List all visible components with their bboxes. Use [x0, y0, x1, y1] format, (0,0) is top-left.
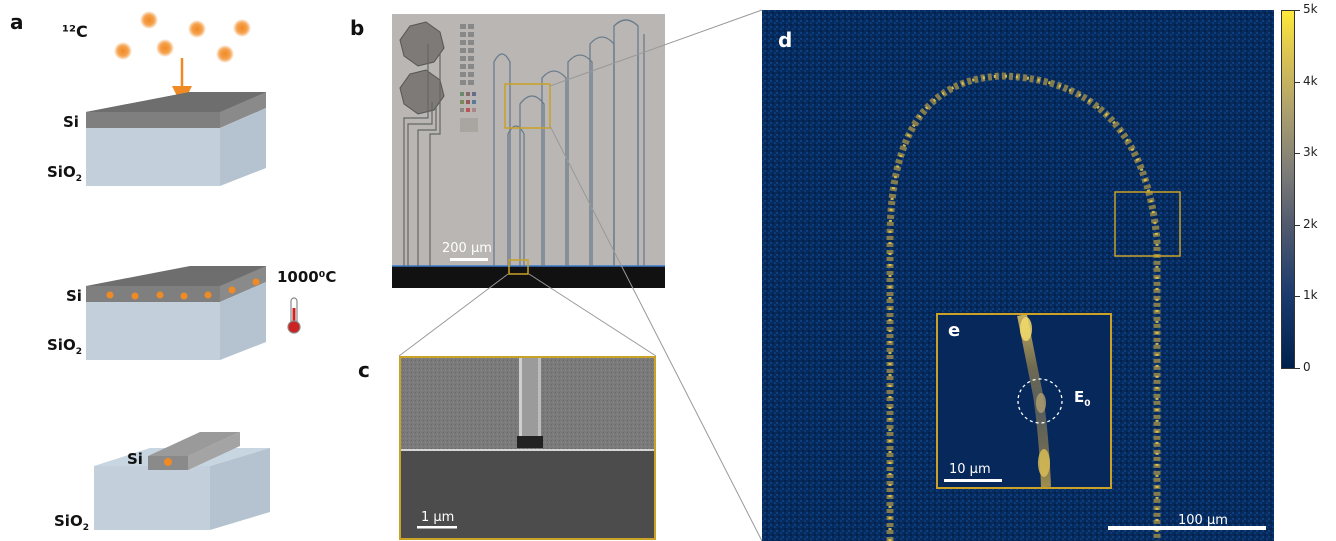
edge-highlight-box [508, 259, 529, 275]
ion-dot [233, 19, 251, 37]
colorbar-tick-label: 0 [1303, 360, 1311, 374]
sem-scale-label: 1 μm [421, 510, 455, 525]
panel-a-label: a [10, 10, 24, 34]
wafer-block-2 [86, 266, 266, 360]
implanted-ion [156, 291, 164, 299]
waveguide-highlight-box [504, 83, 551, 129]
anneal-temperature: 1000⁰C [277, 268, 337, 286]
emitter-label: E0 [1074, 388, 1091, 409]
ion-dot [140, 11, 158, 29]
panel-c-label: c [358, 358, 370, 382]
panel-b-label: b [350, 16, 365, 40]
map-scale-label: 100 μm [1178, 513, 1228, 528]
colorbar-tick [1295, 153, 1300, 155]
panel-e-label: e [948, 320, 961, 341]
colorbar-tick [1295, 10, 1300, 11]
colorbar-tick [1295, 296, 1300, 298]
pl-inset [936, 313, 1112, 489]
colorbar-tick-label: 3k [1303, 145, 1318, 160]
micrograph-scale-label: 200 μm [442, 241, 492, 256]
sio2-label-1: SiO2 [47, 163, 82, 184]
si-label-3: Si [127, 450, 143, 468]
panel-d-label: d [778, 28, 793, 52]
implanted-ion [204, 291, 212, 299]
implanted-ion [106, 291, 114, 299]
implanted-ion [252, 278, 260, 286]
sio2-label-3: SiO2 [54, 512, 89, 533]
implanted-ion [180, 292, 188, 300]
waveguide-block-3 [94, 432, 270, 530]
emitter-circle [1017, 378, 1063, 424]
inset-scale-label: 10 μm [949, 462, 991, 477]
sem-waveguide-graphic [401, 358, 654, 538]
ion-beam-graphic [114, 11, 251, 106]
colorbar [1281, 10, 1295, 369]
colorbar-tick-label: 1k [1303, 288, 1318, 303]
implanted-ion [131, 292, 139, 300]
colorbar-tick [1295, 224, 1300, 226]
carbon-ion-label: ¹²C [62, 22, 88, 41]
colorbar-tick [1295, 81, 1300, 83]
sem-image [399, 356, 656, 540]
si-label-1: Si [63, 113, 79, 131]
implanted-ion [164, 458, 172, 466]
wafer-block-1 [86, 92, 266, 186]
ion-dot [188, 20, 206, 38]
colorbar-tick-label: 2k [1303, 216, 1318, 231]
ion-dot [114, 42, 132, 60]
si-label-2: Si [66, 287, 82, 305]
sio2-label-2: SiO2 [47, 336, 82, 357]
thermometer-icon [287, 297, 301, 334]
implanted-ion [228, 286, 236, 294]
colorbar-tick-label: 5k [1303, 2, 1318, 16]
inset-emitter-graphic [944, 315, 1063, 487]
emitter-highlight-box [1114, 191, 1181, 257]
colorbar-tick-label: 4k [1303, 73, 1318, 88]
chip-layout-graphic [392, 19, 665, 288]
optical-micrograph [392, 14, 665, 288]
ion-dot [216, 45, 234, 63]
colorbar-tick [1295, 368, 1300, 369]
ion-dot [156, 39, 174, 57]
